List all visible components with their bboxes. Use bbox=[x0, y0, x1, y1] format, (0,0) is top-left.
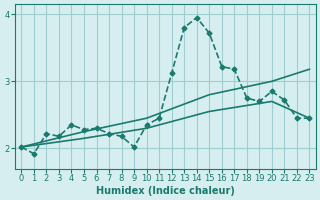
X-axis label: Humidex (Indice chaleur): Humidex (Indice chaleur) bbox=[96, 186, 235, 196]
